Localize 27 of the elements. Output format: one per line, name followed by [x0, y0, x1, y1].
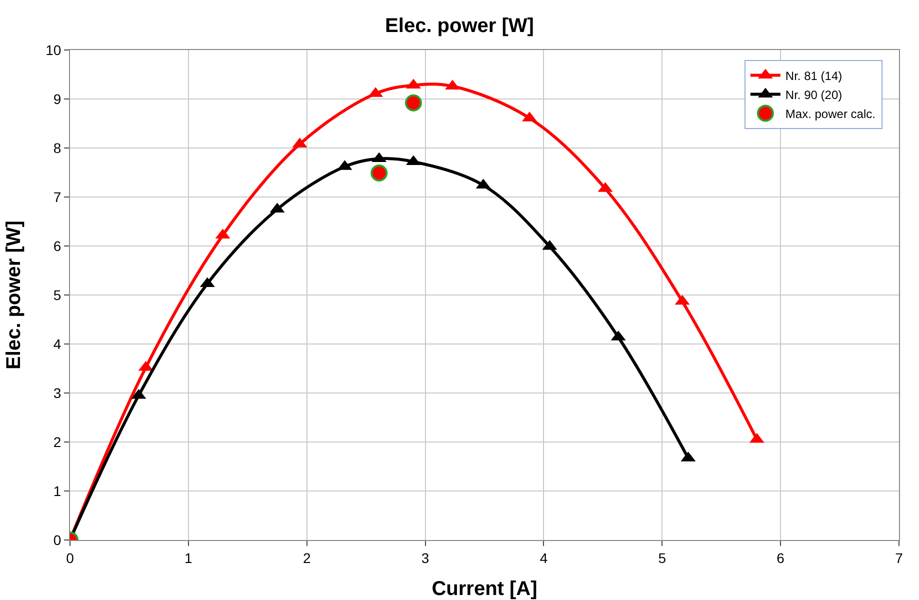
- y-tick-label: 6: [53, 238, 62, 254]
- chart-title: Elec. power [W]: [385, 15, 534, 37]
- y-tick-label: 5: [53, 286, 62, 303]
- x-tick-label: 6: [776, 550, 785, 566]
- y-tick-label: 1: [53, 482, 62, 499]
- y-tick-label: 2: [53, 434, 62, 450]
- legend-label: Nr. 81 (14): [785, 68, 842, 83]
- point: [404, 94, 422, 112]
- x-tick-label: 4: [540, 550, 548, 566]
- y-axis-title: Elec. power [W]: [3, 220, 25, 370]
- x-tick-label: 5: [658, 550, 666, 566]
- x-tick-label: 2: [302, 550, 311, 566]
- x-tick-label: 0: [66, 550, 74, 566]
- y-tick-label: 9: [53, 90, 62, 107]
- y-tick-label: 0: [53, 532, 62, 548]
- y-tick-label: 7: [53, 188, 62, 205]
- legend-label: Max. power calc.: [785, 106, 876, 121]
- y-tick-label: 10: [46, 42, 62, 58]
- legend-label: Nr. 90 (20): [785, 88, 842, 102]
- x-tick-label: 7: [895, 550, 904, 566]
- x-axis-title: Current [A]: [432, 578, 538, 600]
- x-tick-label: 3: [421, 550, 430, 566]
- y-tick-label: 8: [53, 140, 62, 156]
- point: [370, 164, 388, 182]
- y-tick-label: 4: [53, 336, 62, 352]
- x-tick-label: 1: [184, 550, 193, 566]
- y-tick-label: 3: [53, 384, 62, 401]
